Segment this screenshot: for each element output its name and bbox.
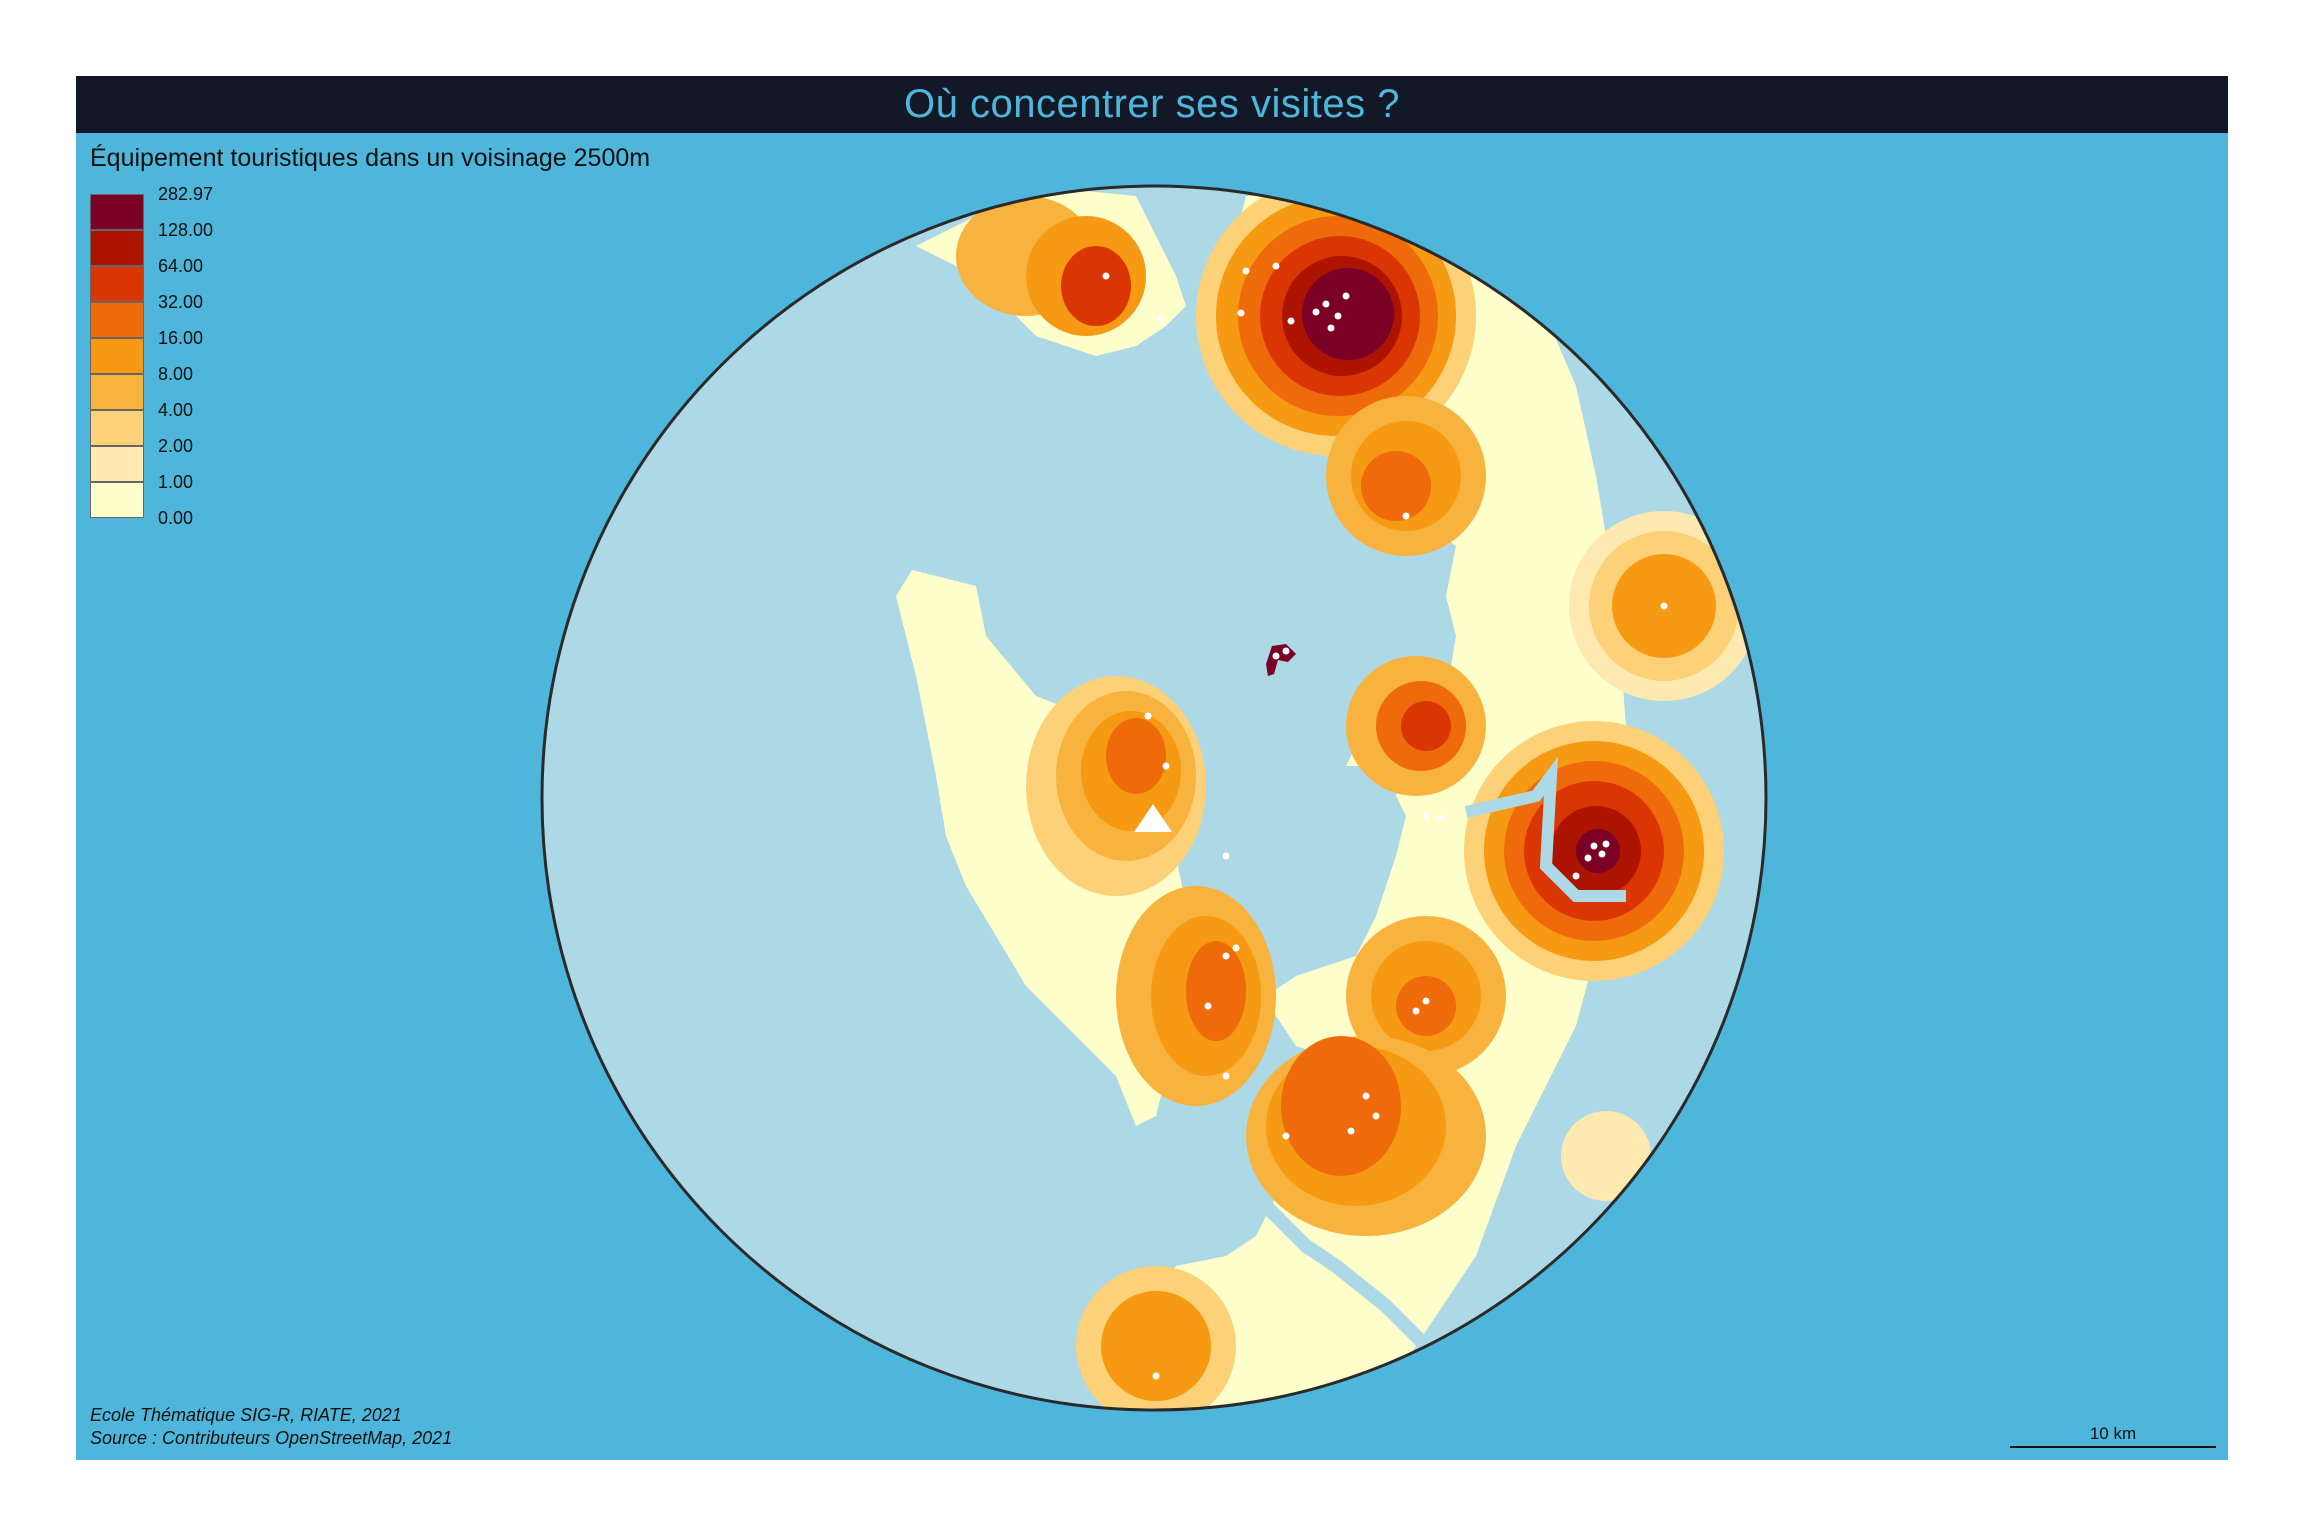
legend-label: 64.00 (158, 256, 204, 276)
legend-swatch (90, 194, 144, 230)
credits-line-2: Source : Contributeurs OpenStreetMap, 20… (90, 1428, 453, 1448)
legend-label: 2.00 (158, 436, 194, 456)
southern-estuary (1241, 1181, 1431, 1351)
location-marker (1134, 804, 1172, 832)
density-cluster-island (1026, 676, 1206, 896)
legend-label: 16.00 (158, 328, 204, 348)
scale-bar: 10 km (2010, 1424, 2216, 1448)
map-title: Où concentrer ses visites ? (904, 82, 1400, 126)
legend-label: 0.00 (158, 508, 194, 528)
credits: Ecole Thématique SIG-R, RIATE, 2021 Sour… (90, 1404, 452, 1450)
map-canvas (540, 184, 1768, 1412)
density-cluster-city (1464, 721, 1724, 981)
legend-label: 4.00 (158, 400, 194, 420)
scale-bar-label: 10 km (2089, 1424, 2137, 1443)
scale-bar-line (2010, 1446, 2216, 1448)
map-frame: Où concentrer ses visites ? Équipement t… (76, 76, 2228, 1460)
mainland-land (1146, 196, 1626, 1410)
legend-swatch (90, 482, 144, 518)
density-cluster-northwest (956, 196, 1146, 336)
harbour-channel (1464, 756, 1626, 902)
study-area-outline (540, 184, 1768, 1412)
legend-swatch (90, 410, 144, 446)
equipment-points (1102, 262, 1668, 1380)
credits-line-1: Ecole Thématique SIG-R, RIATE, 2021 (90, 1405, 402, 1425)
legend-swatch (90, 266, 144, 302)
legend-swatch (90, 302, 144, 338)
legend-swatch (90, 446, 144, 482)
legend-title: Équipement touristiques dans un voisinag… (90, 144, 651, 172)
legend-label: 32.00 (158, 292, 204, 312)
density-cluster-east-coast (1326, 396, 1486, 796)
density-cluster-island-south (1116, 886, 1276, 1106)
title-bar: Où concentrer ses visites ? (76, 76, 2228, 133)
legend-label: 1.00 (158, 472, 194, 492)
legend-label: 8.00 (158, 364, 194, 384)
legend-swatch (90, 338, 144, 374)
density-cluster-south (1076, 916, 1651, 1410)
legend-swatch (90, 374, 144, 410)
legend-label: 282.97 (158, 184, 214, 204)
legend-label: 128.00 (158, 220, 214, 240)
legend-swatch (90, 230, 144, 266)
